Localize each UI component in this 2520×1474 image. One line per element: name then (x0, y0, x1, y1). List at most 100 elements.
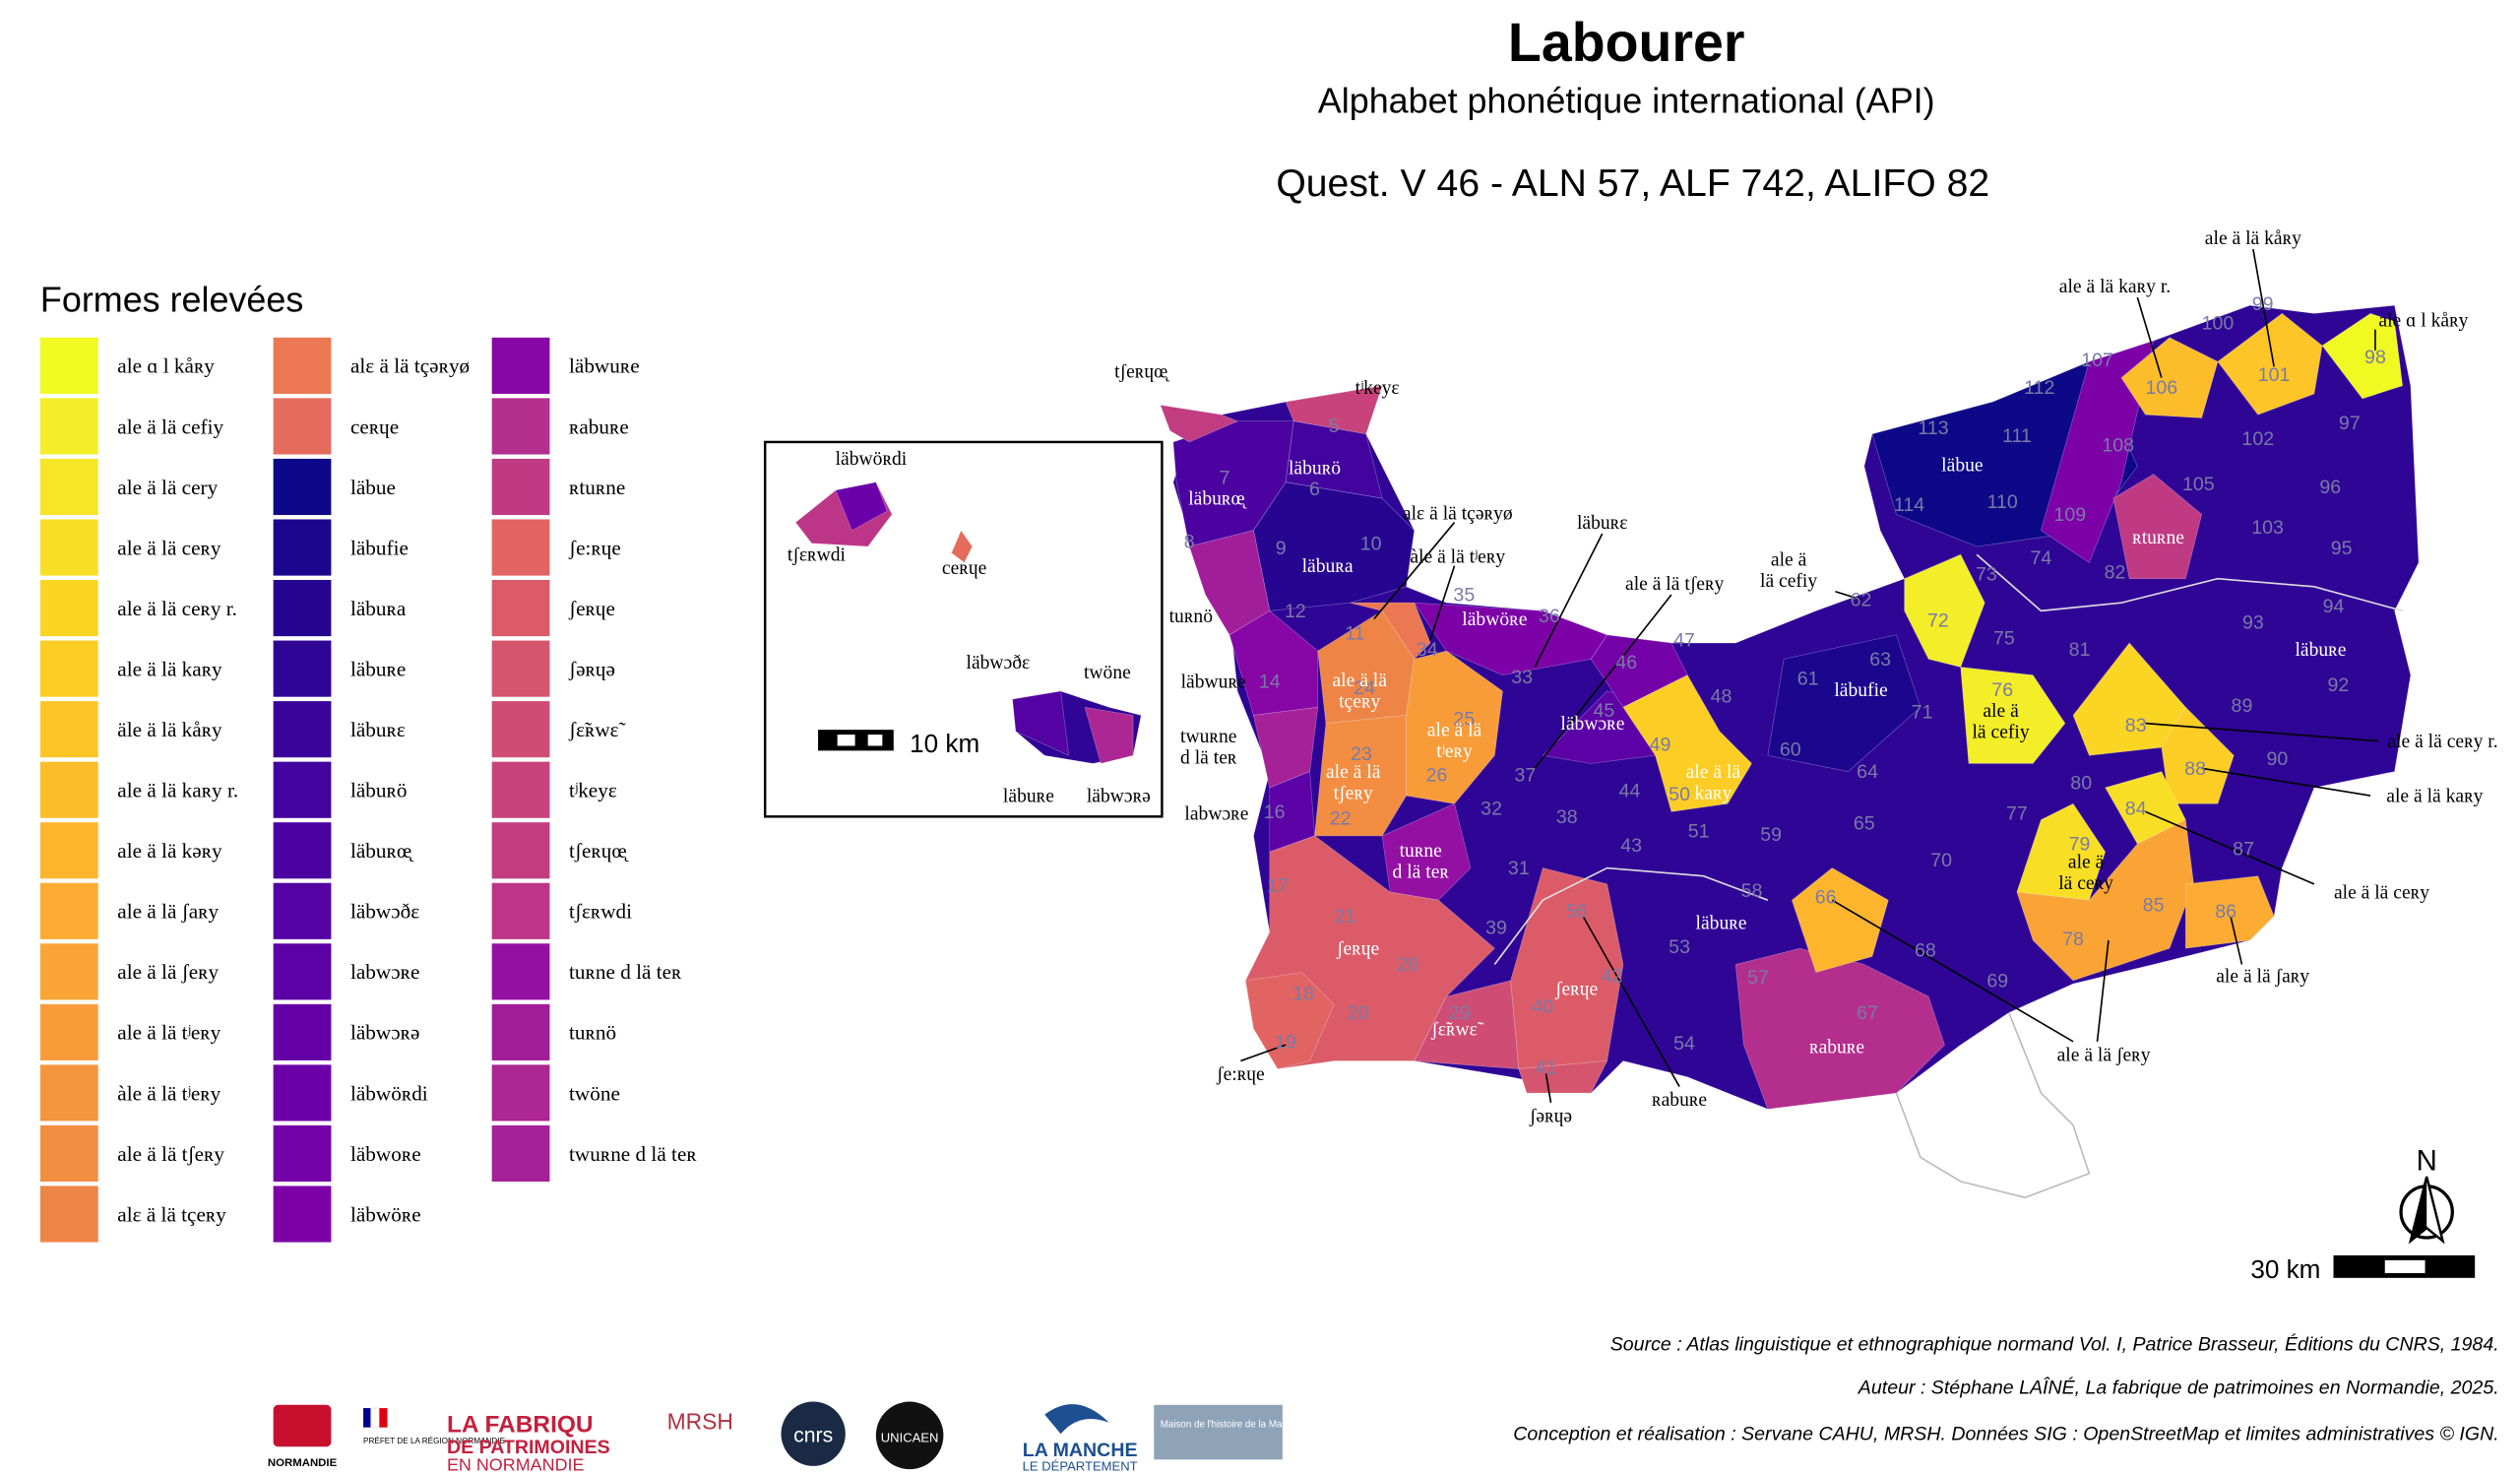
map-label: ale ä lä kåʀy (2205, 228, 2301, 249)
point-number: 88 (2184, 758, 2206, 780)
point-number: 67 (1857, 1002, 1878, 1024)
admin-border (1493, 866, 1769, 965)
point-number: 80 (2070, 773, 2092, 795)
map-label: ale ä (1983, 701, 2019, 722)
inset-label: läbuʀe (1003, 787, 1054, 807)
legend-label: alɛ ä lä tçəʀyø (350, 354, 470, 378)
point-number: 23 (1351, 743, 1372, 765)
credits: Conception et réalisation : Servane CAHU… (1513, 1424, 2498, 1445)
map-label: labwɔʀe (1184, 804, 1248, 825)
subtitle: Alphabet phonétique international (API) (1318, 80, 1935, 120)
logo-text: cnrs (793, 1424, 833, 1446)
map-label: ale ä lä (1427, 721, 1482, 741)
legend-label: läbwuʀe (569, 354, 640, 378)
legend-swatch (273, 519, 332, 576)
point-number: 46 (1615, 652, 1637, 673)
legend-swatch (273, 1186, 332, 1243)
point-number: 93 (2242, 611, 2264, 633)
map-label: ale ä lä ʃaʀy (2216, 966, 2309, 987)
map-label: lä cefiy (1973, 722, 2030, 742)
legend-label: twuʀne d lä teʀ (569, 1142, 697, 1166)
legend-swatch (39, 1124, 98, 1183)
map-regions (1159, 304, 2420, 1199)
legend-swatch (273, 1064, 332, 1122)
point-number: 94 (2323, 596, 2345, 617)
point-number: 112 (2024, 377, 2054, 399)
point-number: 8 (1184, 532, 1195, 553)
map-label: àle ä lä tʲeʀy (1410, 546, 1505, 567)
point-number: 90 (2266, 748, 2288, 770)
map-label: läbuʀe (2295, 640, 2346, 661)
point-number: 62 (1851, 589, 1872, 610)
legend-swatch (39, 822, 98, 879)
north-arrow (2399, 1176, 2454, 1245)
point-number: 35 (1453, 585, 1475, 607)
point-number: 6 (1309, 479, 1320, 500)
map-label: twuʀne (1180, 727, 1237, 747)
map-label: tʲeʀy (1436, 741, 1473, 762)
point-number: 83 (2125, 715, 2147, 737)
legend-swatch (39, 398, 98, 455)
point-number: 31 (1508, 858, 1530, 879)
map-label: ʀabuʀe (1809, 1037, 1864, 1057)
point-number: 103 (2251, 517, 2284, 539)
point-number: 105 (2182, 474, 2215, 495)
legend-label: ʃeʀɥe (568, 597, 615, 620)
inset-label: läbwɔʀə (1087, 787, 1151, 807)
inset-label: läbwöʀdi (836, 449, 908, 470)
point-number: 59 (1760, 824, 1782, 846)
point-number: 36 (1539, 606, 1560, 627)
logo-text: DE PATRIMOINES (447, 1437, 610, 1458)
point-number: 87 (2233, 838, 2254, 860)
leader-lines (1240, 248, 2379, 1104)
legend-swatch (273, 701, 332, 758)
region (1518, 1060, 1608, 1094)
point-number: 65 (1854, 812, 1875, 834)
legend-label: läbuʀœ̨ (350, 839, 414, 863)
point-number: 77 (2006, 803, 2028, 825)
region (2016, 802, 2107, 901)
map-label: tʲkeyɛ (1355, 378, 1400, 399)
legend-label: ale ä lä kaʀy r. (117, 779, 238, 802)
map-label: ʃeʀɥe (1554, 980, 1599, 1000)
legend-label: àle ä lä tʲeʀy (117, 1081, 220, 1105)
point-number: 114 (1894, 494, 1924, 516)
map-label: ale ä lä (1686, 762, 1741, 783)
legend-swatch (39, 761, 98, 818)
admin-border (1976, 553, 2403, 612)
source: Source : Atlas linguistique et ethnograp… (1610, 1332, 2499, 1355)
point-number: 47 (1673, 629, 1695, 651)
point-number: 32 (1480, 799, 1502, 820)
point-number: 107 (2081, 350, 2113, 371)
legend-label: ale ä lä ceʀy (117, 536, 221, 559)
legend-label: ale ä lä cery (117, 476, 218, 499)
map-label: ʀtuʀne (2132, 528, 2184, 548)
point-number: 21 (1335, 906, 1356, 928)
point-number: 45 (1593, 700, 1614, 722)
map-label: ale ɑ l kåʀy (2378, 310, 2468, 331)
map-label: läbuʀe (1696, 914, 1747, 934)
legend-swatch (491, 701, 550, 758)
point-number: 49 (1650, 734, 1671, 755)
logo-text: UNICAEN (881, 1430, 939, 1444)
legend-label: labwɔʀe (350, 960, 419, 984)
legend-swatch (39, 1186, 98, 1243)
legend-label: tʃɛʀwdi (569, 900, 632, 924)
legend-swatch (491, 822, 550, 879)
point-number: 73 (1976, 563, 1997, 585)
point-number: 63 (1869, 649, 1891, 671)
point-number: 42 (1602, 965, 1623, 987)
point-number: 33 (1511, 667, 1533, 688)
point-number: 69 (1986, 970, 2008, 992)
legend-label: läbwoʀe (350, 1142, 421, 1166)
point-number: 16 (1264, 801, 1286, 823)
legend-swatch (39, 701, 98, 758)
point-number: 25 (1453, 708, 1475, 730)
legend-label: läbuʀɛ (350, 718, 406, 741)
legend-swatch (273, 398, 332, 455)
legend-label: alɛ ä lä tçeʀy (117, 1202, 226, 1226)
point-number: 86 (2215, 901, 2236, 923)
point-number: 37 (1514, 764, 1536, 786)
